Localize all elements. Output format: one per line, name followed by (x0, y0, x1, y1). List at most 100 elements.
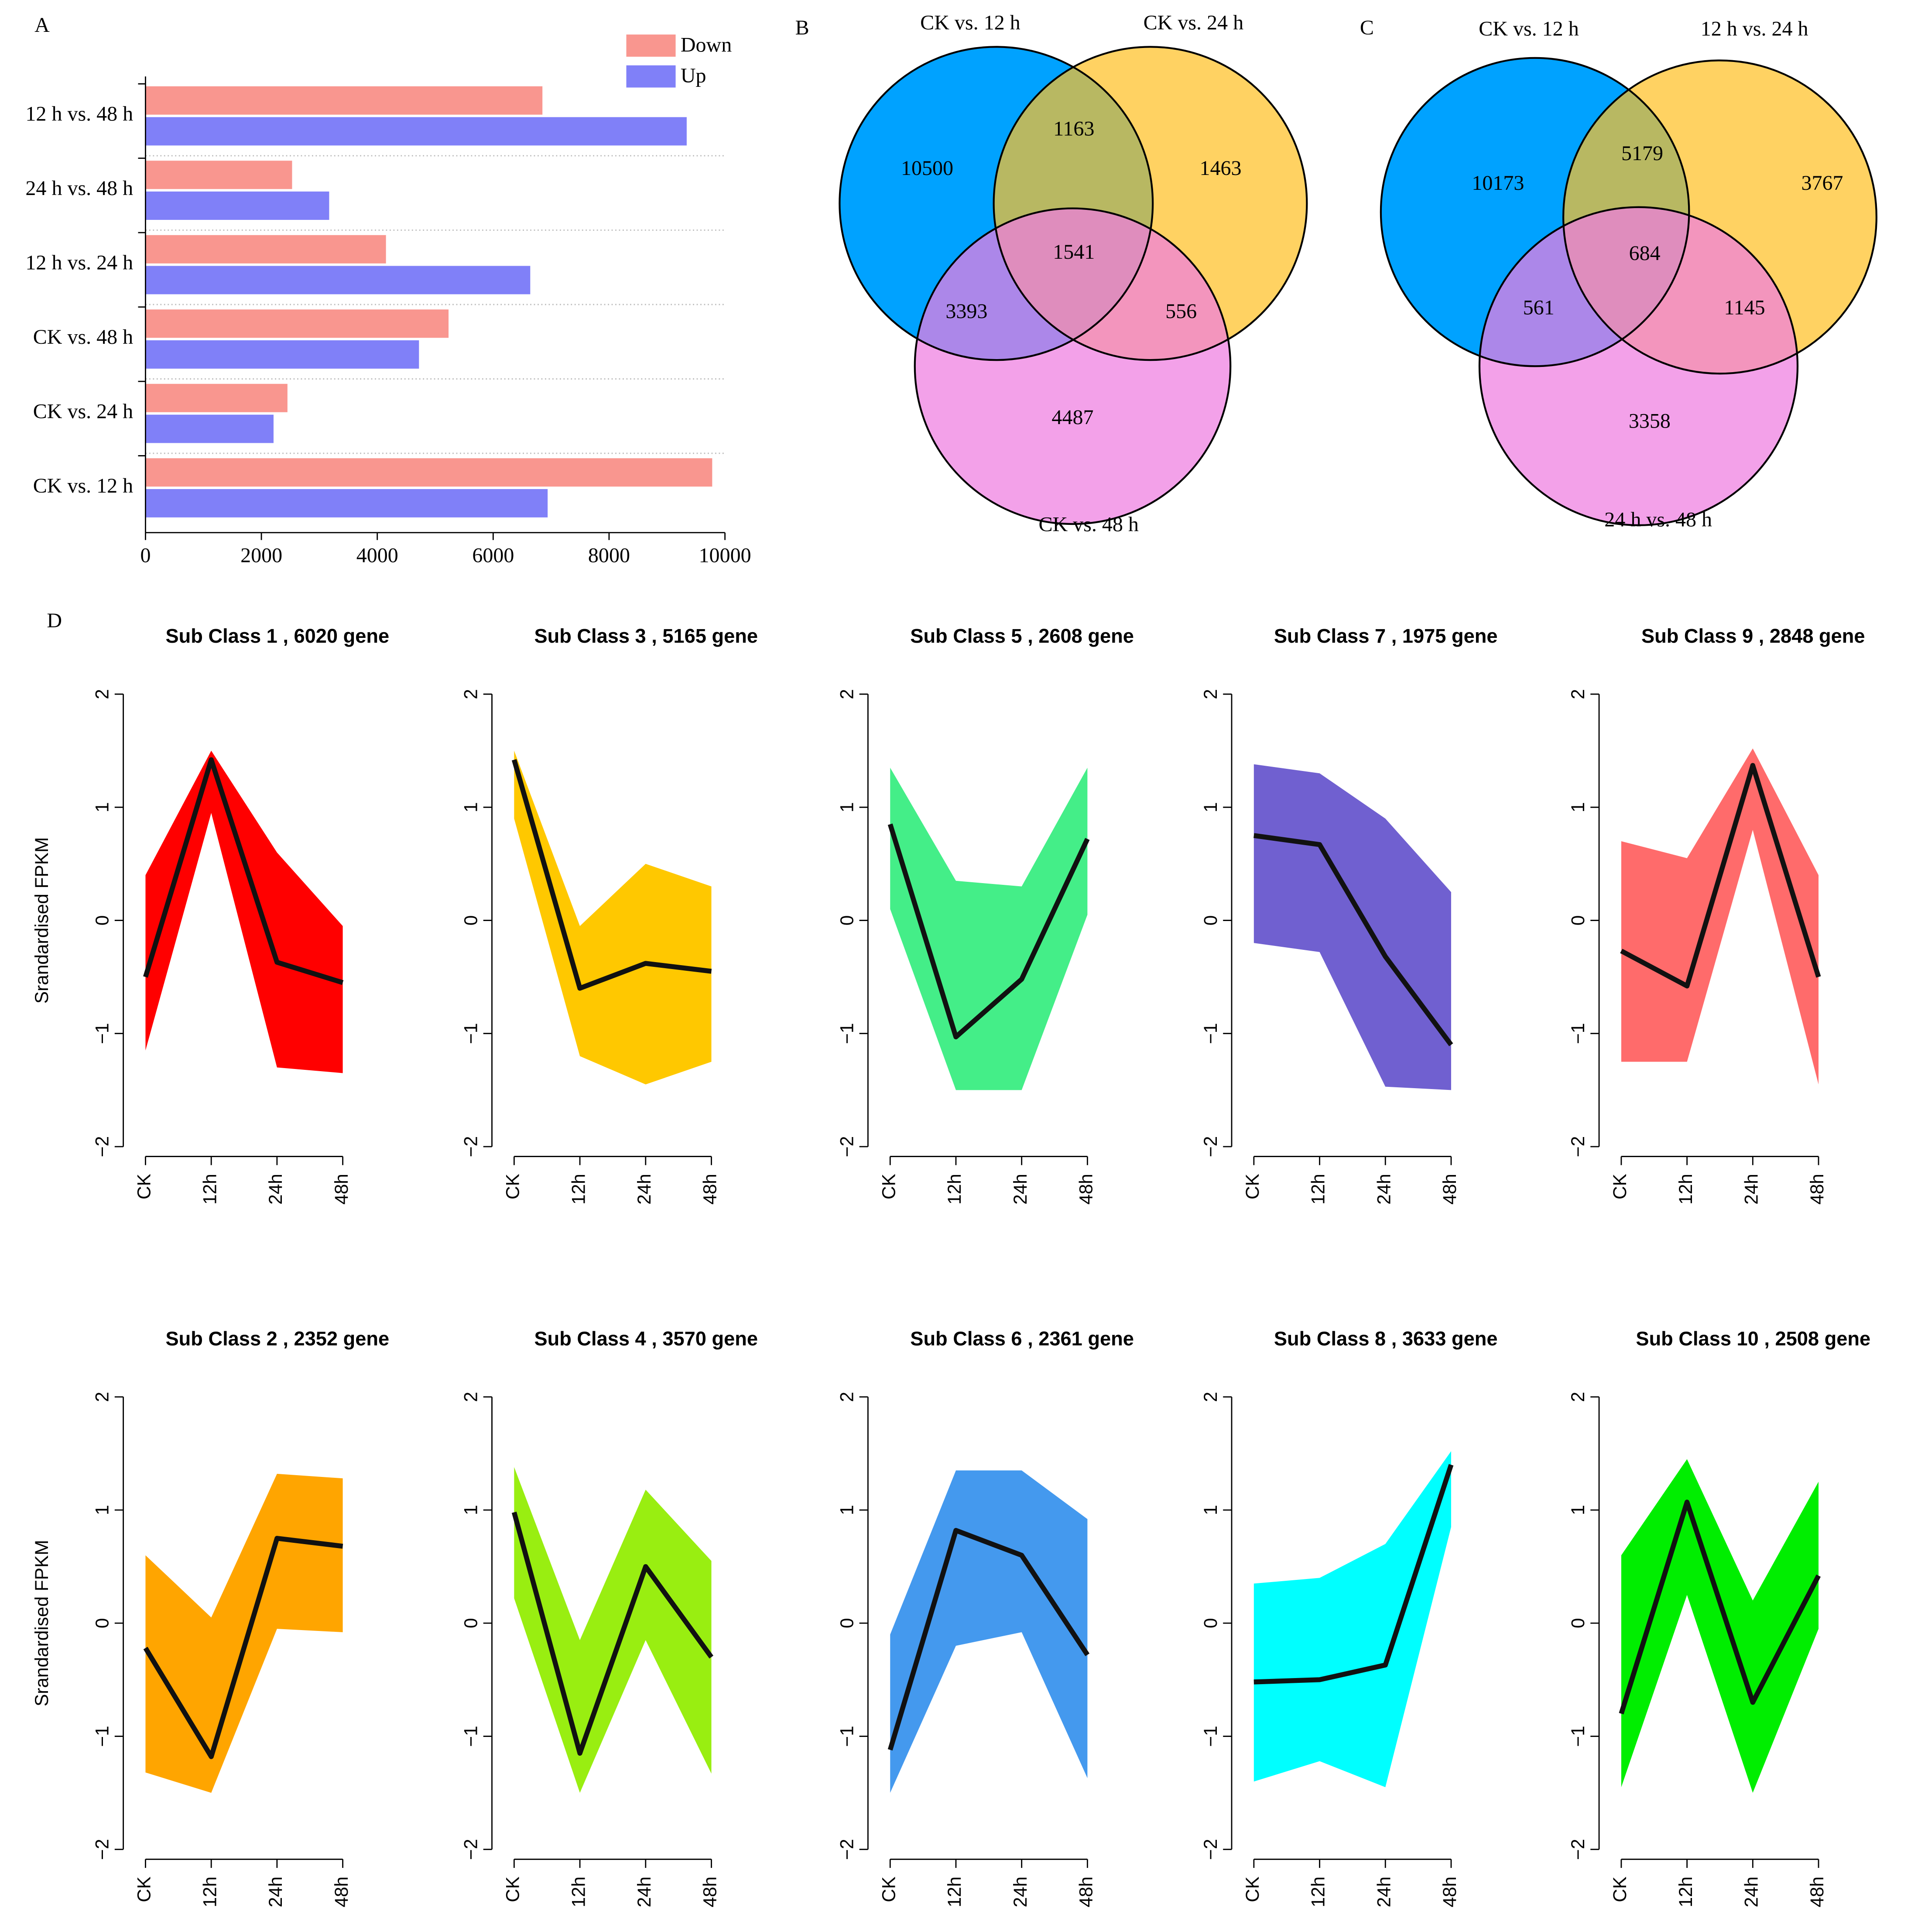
x-tick-label: CK (134, 1877, 154, 1902)
region-count: 10173 (1472, 171, 1524, 195)
y-tick-label: 1 (836, 1505, 857, 1515)
expression-band (514, 1467, 712, 1793)
x-tick-label: CK (1242, 1174, 1263, 1199)
y-tick-label: −2 (836, 1136, 857, 1157)
x-tick-label: 24h (265, 1877, 286, 1908)
panel-title: Sub Class 2 , 2352 gene (166, 1328, 390, 1350)
region-count: 684 (1629, 242, 1661, 265)
y-tick-label: 0 (92, 915, 113, 926)
category-label: CK vs. 12 h (33, 474, 133, 497)
y-tick-label: −1 (460, 1726, 481, 1747)
x-tick-label: CK (878, 1877, 899, 1902)
x-tick-label: 12h (199, 1877, 220, 1908)
x-tick-label: 24h (1010, 1877, 1031, 1908)
mean-line (511, 1511, 714, 1756)
mean-line (887, 823, 1090, 1040)
y-tick-label: 0 (460, 1618, 481, 1628)
expression-band (890, 767, 1088, 1090)
x-tick-label: 0 (140, 544, 151, 567)
y-tick-label: 1 (1568, 802, 1588, 812)
x-tick-label: CK (503, 1174, 523, 1199)
x-tick-label: 48h (331, 1877, 352, 1908)
panel-title: Sub Class 7 , 1975 gene (1274, 625, 1498, 647)
expression-band (1621, 1459, 1819, 1793)
x-tick-label: 8000 (588, 544, 630, 567)
panel-title: Sub Class 8 , 3633 gene (1274, 1328, 1498, 1350)
x-tick-label: CK (134, 1174, 154, 1199)
panel-label: D (47, 609, 62, 632)
y-tick-label: 0 (1568, 915, 1588, 926)
y-tick-label: 1 (836, 802, 857, 812)
x-tick-label: 24h (1373, 1174, 1394, 1205)
y-tick-label: 2 (836, 689, 857, 699)
panel-label: C (1360, 16, 1374, 39)
panel-title: Sub Class 1 , 6020 gene (166, 625, 390, 647)
region-count: 4487 (1051, 406, 1093, 429)
y-tick-label: 2 (92, 689, 113, 699)
x-tick-label: 48h (1076, 1877, 1096, 1908)
x-tick-label: CK (1242, 1877, 1263, 1902)
y-tick-label: −2 (1200, 1136, 1221, 1157)
x-tick-label: 24h (265, 1174, 286, 1205)
x-tick-label: 12h (944, 1174, 965, 1205)
x-tick-label: 24h (634, 1174, 654, 1205)
panel-title: Sub Class 5 , 2608 gene (910, 625, 1134, 647)
x-tick-label: 12h (1675, 1877, 1696, 1908)
panel-title: Sub Class 9 , 2848 gene (1641, 625, 1865, 647)
legend-label: Up (681, 64, 706, 87)
region-count: 10500 (901, 157, 953, 180)
y-tick-label: 0 (460, 915, 481, 926)
region-count: 5179 (1621, 142, 1663, 165)
x-tick-label: 24h (1741, 1877, 1762, 1908)
venn-circle (914, 208, 1231, 524)
bar (145, 414, 274, 443)
y-tick-label: 2 (1200, 1392, 1221, 1402)
y-tick-label: 2 (92, 1392, 113, 1402)
venn-outline (914, 207, 1232, 525)
x-tick-label: 24h (1010, 1174, 1031, 1205)
x-tick-label: 10000 (699, 544, 751, 567)
set-label: 24 h vs. 48 h (1604, 508, 1712, 531)
region-count: 1163 (1053, 117, 1094, 140)
y-tick-label: 1 (1200, 802, 1221, 812)
mean-line (143, 757, 344, 985)
y-tick-label: −2 (1200, 1839, 1221, 1860)
x-tick-label: CK (1610, 1877, 1630, 1902)
set-label: CK vs. 48 h (1038, 513, 1138, 536)
region-count: 3393 (945, 300, 987, 323)
region-count: 1145 (1724, 296, 1765, 319)
x-tick-label: 12h (199, 1174, 220, 1205)
mean-line (1253, 833, 1453, 1047)
bar (145, 191, 329, 220)
y-tick-label: −1 (1568, 1023, 1588, 1044)
expression-band (514, 750, 712, 1085)
y-tick-label: −1 (1200, 1726, 1221, 1747)
set-label: CK vs. 12 h (1479, 17, 1579, 41)
legend-swatch (626, 34, 676, 57)
bar (145, 86, 543, 115)
x-tick-label: 24h (634, 1877, 654, 1908)
category-label: CK vs. 48 h (33, 325, 133, 349)
y-axis-label: Srandardised FPKM (31, 1540, 52, 1706)
venn-outline (839, 46, 1154, 361)
y-tick-label: 1 (1568, 1505, 1588, 1515)
x-tick-label: 24h (1741, 1174, 1762, 1205)
y-tick-label: −1 (1568, 1726, 1588, 1747)
panel-title: Sub Class 6 , 2361 gene (910, 1328, 1134, 1350)
region-count: 556 (1165, 300, 1197, 323)
y-tick-label: −1 (836, 1726, 857, 1747)
x-tick-label: 24h (1373, 1877, 1394, 1908)
y-tick-label: 1 (1200, 1505, 1221, 1515)
venn-outline (993, 46, 1308, 361)
y-tick-label: −2 (92, 1839, 113, 1860)
expression-band (145, 750, 343, 1073)
mean-line (1619, 1500, 1821, 1715)
panel-title: Sub Class 4 , 3570 gene (534, 1328, 758, 1350)
bar (145, 384, 288, 412)
y-tick-label: 1 (460, 1505, 481, 1515)
category-label: CK vs. 24 h (33, 400, 133, 423)
y-tick-label: 1 (92, 802, 113, 812)
x-tick-label: CK (1610, 1174, 1630, 1199)
category-label: 12 h vs. 24 h (25, 251, 133, 274)
